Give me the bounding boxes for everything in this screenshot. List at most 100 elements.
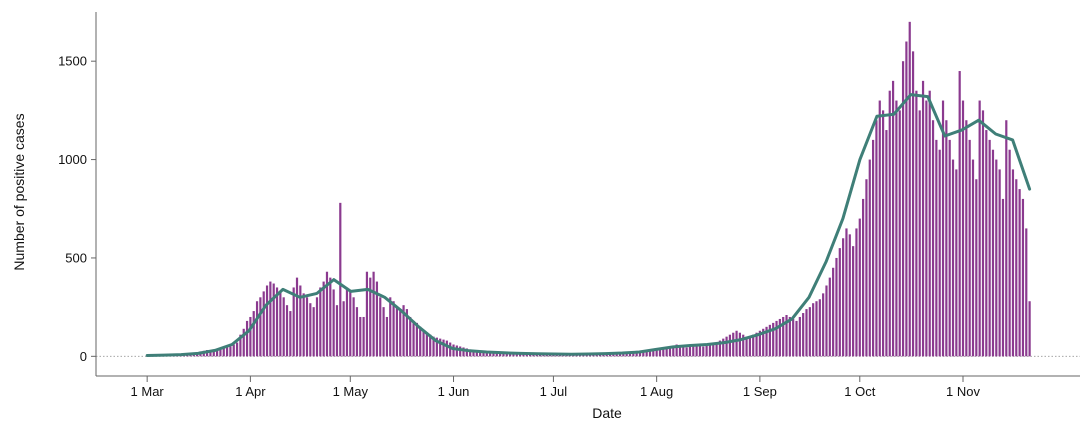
x-tick-label: 1 Jun bbox=[438, 384, 470, 399]
daily-cases-bar bbox=[782, 316, 785, 357]
daily-cases-bar bbox=[842, 238, 845, 357]
daily-cases-bar bbox=[828, 277, 831, 357]
x-tick-label: 1 Apr bbox=[235, 384, 266, 399]
daily-cases-bar bbox=[818, 299, 821, 357]
daily-cases-bar bbox=[915, 90, 918, 357]
daily-cases-bar bbox=[868, 159, 871, 357]
daily-cases-bar bbox=[509, 352, 512, 357]
daily-cases-bar bbox=[515, 353, 518, 357]
daily-cases-bar bbox=[355, 307, 359, 357]
daily-cases-bar bbox=[1001, 198, 1005, 357]
daily-cases-bar bbox=[925, 100, 928, 357]
daily-cases-bar bbox=[259, 297, 262, 357]
daily-cases-bar bbox=[855, 228, 858, 357]
daily-cases-bar bbox=[299, 285, 302, 357]
daily-cases-bar bbox=[945, 120, 948, 357]
daily-cases-bar bbox=[475, 350, 478, 357]
daily-cases-bar bbox=[908, 21, 911, 357]
daily-cases-bar bbox=[362, 316, 365, 357]
daily-cases-bar bbox=[875, 120, 878, 357]
daily-cases-bar bbox=[442, 339, 445, 357]
daily-cases-bar bbox=[405, 309, 408, 357]
daily-cases-bar bbox=[955, 169, 958, 357]
daily-cases-bar bbox=[312, 307, 315, 357]
x-tick-label: 1 Sep bbox=[743, 384, 777, 399]
daily-cases-bar bbox=[262, 291, 265, 357]
daily-cases-bar bbox=[452, 344, 455, 357]
daily-cases-bar bbox=[322, 281, 325, 357]
daily-cases-bar bbox=[479, 350, 482, 357]
daily-cases-bar bbox=[738, 332, 741, 357]
daily-cases-bar bbox=[375, 281, 379, 357]
daily-cases-bar bbox=[385, 316, 389, 357]
daily-cases-bar bbox=[409, 316, 412, 357]
daily-cases-bar bbox=[735, 330, 738, 357]
daily-cases-bar bbox=[445, 340, 448, 357]
daily-cases-bar bbox=[732, 332, 735, 357]
daily-cases-bar bbox=[585, 354, 588, 357]
daily-cases-bar bbox=[412, 320, 415, 357]
daily-cases-bar bbox=[658, 349, 662, 357]
daily-cases-bar bbox=[592, 354, 595, 357]
daily-cases-bar bbox=[928, 90, 931, 357]
daily-cases-bar bbox=[798, 316, 801, 357]
daily-cases-bar bbox=[415, 322, 418, 357]
daily-cases-bar bbox=[229, 346, 232, 357]
daily-cases-bar bbox=[795, 320, 798, 357]
daily-cases-bar bbox=[878, 100, 881, 357]
plot-area bbox=[96, 21, 1080, 357]
x-tick-label: 1 May bbox=[333, 384, 369, 399]
daily-cases-bar bbox=[935, 139, 938, 357]
daily-cases-bar bbox=[225, 347, 229, 357]
daily-cases-bar bbox=[489, 352, 492, 357]
daily-cases-bar bbox=[642, 352, 645, 357]
daily-cases-bar bbox=[792, 318, 795, 357]
daily-cases-bar bbox=[272, 283, 275, 357]
daily-cases-bar bbox=[662, 348, 665, 357]
daily-cases-bar bbox=[1008, 149, 1011, 357]
daily-cases-bar bbox=[282, 297, 285, 357]
daily-cases-bar bbox=[678, 345, 682, 357]
daily-cases-bar bbox=[352, 297, 355, 357]
daily-cases-bar bbox=[848, 234, 851, 357]
daily-cases-bar bbox=[688, 346, 692, 357]
daily-cases-bar bbox=[492, 352, 495, 357]
daily-cases-bar bbox=[618, 353, 622, 357]
daily-cases-bar bbox=[881, 110, 885, 357]
daily-cases-bar bbox=[931, 120, 935, 357]
daily-cases-bar bbox=[279, 291, 282, 357]
daily-cases-bar bbox=[612, 353, 615, 357]
daily-cases-bar bbox=[465, 348, 468, 357]
daily-cases-bar bbox=[755, 332, 758, 357]
daily-cases-bar bbox=[978, 100, 981, 357]
daily-cases-bar bbox=[672, 345, 675, 357]
daily-cases-bar bbox=[512, 353, 515, 357]
daily-cases-bar bbox=[971, 159, 975, 357]
daily-cases-bar bbox=[602, 354, 605, 357]
daily-cases-bar bbox=[648, 351, 652, 357]
daily-cases-bar bbox=[765, 326, 768, 357]
daily-cases-bar bbox=[222, 348, 225, 357]
x-tick-label: 1 Aug bbox=[640, 384, 673, 399]
daily-cases-bar bbox=[728, 334, 732, 357]
daily-cases-bar bbox=[292, 287, 295, 357]
daily-cases-bar bbox=[712, 343, 715, 357]
daily-cases-bar bbox=[802, 313, 805, 357]
daily-cases-bar bbox=[345, 287, 349, 357]
daily-cases-bar bbox=[652, 350, 655, 357]
daily-cases-bar bbox=[968, 139, 971, 357]
daily-cases-bar bbox=[705, 345, 708, 357]
daily-cases-bar bbox=[862, 198, 865, 357]
daily-cases-bar bbox=[419, 326, 422, 357]
daily-cases-bar bbox=[975, 179, 978, 357]
daily-cases-bar bbox=[1015, 179, 1018, 357]
daily-cases-bar bbox=[998, 169, 1001, 357]
daily-cases-bar bbox=[349, 291, 352, 357]
daily-cases-bar bbox=[449, 342, 452, 357]
daily-cases-bar bbox=[722, 338, 725, 357]
daily-cases-bar bbox=[632, 353, 635, 357]
daily-cases-bar bbox=[628, 353, 632, 357]
daily-cases-bar bbox=[459, 346, 462, 357]
y-tick-label: 1500 bbox=[58, 54, 87, 69]
daily-cases-bar bbox=[885, 130, 888, 357]
